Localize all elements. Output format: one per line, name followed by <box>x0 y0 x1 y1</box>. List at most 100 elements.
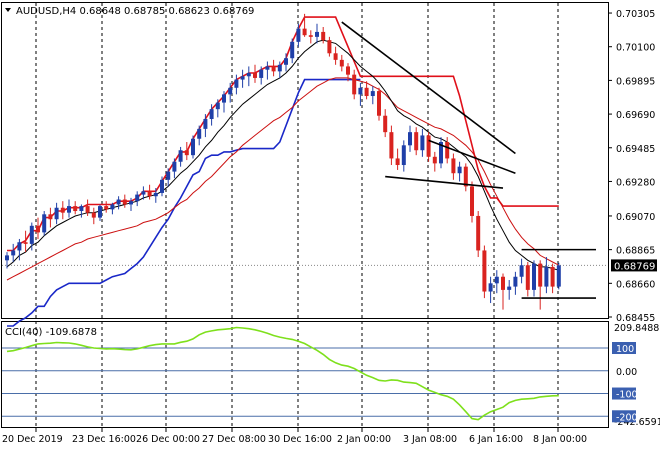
candle-body <box>321 31 326 41</box>
candle <box>67 199 71 218</box>
candle <box>339 54 344 72</box>
time-tick-label: 6 Jan 16:00 <box>469 434 523 445</box>
candle-body <box>265 66 270 70</box>
time-tick-label: 3 Jan 08:00 <box>403 434 457 445</box>
candle-body <box>463 166 468 187</box>
candle <box>445 137 450 164</box>
candle <box>290 38 295 64</box>
candle <box>302 13 307 37</box>
candle <box>42 211 47 236</box>
candle <box>420 128 425 157</box>
candle-body <box>476 215 481 251</box>
candle-body <box>550 266 555 287</box>
candle <box>60 201 65 220</box>
candle <box>23 230 28 253</box>
candle-body <box>54 207 59 220</box>
candle <box>178 146 183 167</box>
candle-body <box>383 115 388 133</box>
candle-body <box>172 161 177 172</box>
candle-body <box>470 186 474 216</box>
candle-body <box>333 53 338 60</box>
candle <box>414 127 419 156</box>
ma-slow-line <box>6 77 560 281</box>
candle-body <box>85 206 90 213</box>
candle-body <box>215 102 220 110</box>
time-tick-label: 8 Jan 00:00 <box>533 434 587 445</box>
candle-body <box>556 265 561 287</box>
price-tick-label: 0.68660 <box>616 279 655 290</box>
trendline[interactable] <box>341 21 516 155</box>
candle <box>222 91 226 113</box>
candle-body <box>352 74 357 95</box>
candle <box>166 168 171 187</box>
candle <box>389 125 394 166</box>
candle <box>321 27 326 44</box>
candle-body <box>67 206 71 213</box>
candle <box>36 217 40 239</box>
candle-body <box>234 79 239 88</box>
cci-level-box <box>612 410 636 423</box>
candle <box>395 148 400 170</box>
candle <box>383 109 388 138</box>
candle <box>122 194 127 208</box>
candle-body <box>184 150 189 156</box>
cci-min-label: -242.6591 <box>614 417 660 428</box>
cci-line <box>6 326 559 421</box>
trendline[interactable] <box>385 175 504 189</box>
candle <box>153 188 158 203</box>
candle-body <box>147 191 152 197</box>
candle-body <box>395 158 400 166</box>
candle <box>426 132 431 162</box>
dropdown-triangle-icon[interactable] <box>5 8 11 12</box>
candle <box>253 64 257 83</box>
candle-body <box>259 69 264 78</box>
candle-body <box>209 109 214 120</box>
candle-body <box>488 283 493 292</box>
cci-level-box <box>612 342 636 355</box>
candle-body <box>178 150 183 162</box>
trendline[interactable] <box>428 139 516 174</box>
candle-body <box>457 166 462 174</box>
trendlines[interactable] <box>341 21 596 299</box>
cci-axis: 209.8488 -242.6591 100 0.00 -100 -200 <box>612 323 660 428</box>
cci-level-label: 0.00 <box>616 367 637 378</box>
candle <box>439 137 443 169</box>
candle <box>197 125 202 146</box>
candle <box>172 158 177 179</box>
cci-level-label: -100 <box>616 390 638 401</box>
candle <box>85 199 90 216</box>
candle <box>544 257 549 294</box>
candle-body <box>271 66 276 72</box>
candle-body <box>315 31 319 37</box>
candle <box>408 125 412 152</box>
candle-body <box>302 28 307 36</box>
candle <box>17 238 22 261</box>
candle-body <box>346 66 350 75</box>
candle-body <box>5 255 9 261</box>
candle <box>352 69 357 100</box>
candle <box>482 245 487 299</box>
candle-body <box>153 192 158 197</box>
time-tick-label: 26 Dec 00:00 <box>136 434 200 445</box>
candle <box>370 86 375 105</box>
candle-body <box>408 132 412 146</box>
candle <box>240 69 245 88</box>
candle <box>296 23 301 47</box>
cci-title: CCI(40) -109.6878 <box>5 327 97 338</box>
candle <box>98 204 102 221</box>
time-tick-label: 20 Dec 2019 <box>2 434 63 445</box>
candle-body <box>501 276 505 290</box>
candle-body <box>191 138 195 156</box>
cci-panel-frame <box>1 321 609 428</box>
candle <box>315 23 319 44</box>
candle-body <box>197 128 202 139</box>
price-axis: 0.70305 0.70100 0.69895 0.69690 0.69485 0.692… <box>608 9 655 324</box>
candle <box>104 201 109 213</box>
channel-lines <box>7 16 559 327</box>
candle <box>538 260 543 310</box>
candle <box>110 202 115 215</box>
price-tick-label: 0.70100 <box>616 43 655 54</box>
candle-body <box>284 58 288 65</box>
candle <box>277 61 282 78</box>
